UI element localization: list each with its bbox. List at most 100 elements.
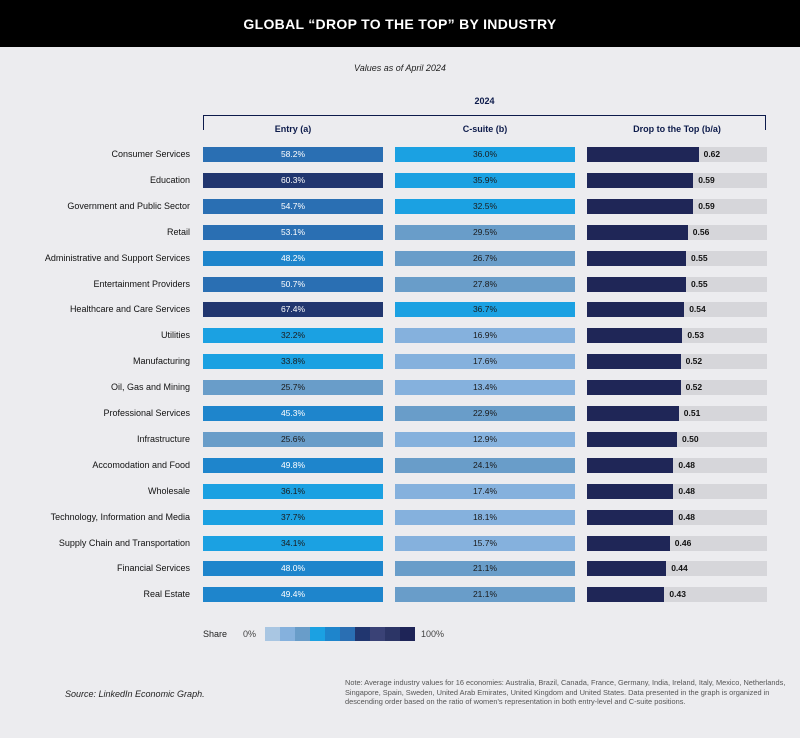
ratio-value: 0.52 (685, 356, 703, 366)
legend-swatch (265, 627, 280, 641)
ratio-value: 0.44 (671, 563, 688, 573)
entry-cell: 33.8% (203, 354, 383, 369)
legend-swatch (325, 627, 340, 641)
csuite-cell: 18.1% (395, 510, 575, 525)
ratio-value: 0.51 (683, 408, 701, 418)
csuite-cell: 21.1% (395, 561, 575, 576)
ratio-value: 0.52 (685, 382, 703, 392)
ratio-bar (587, 302, 685, 317)
row-label: Wholesale (147, 486, 190, 496)
chart-title: GLOBAL “DROP TO THE TOP” BY INDUSTRY (0, 0, 800, 47)
ratio-value: 0.62 (703, 149, 721, 159)
csuite-cell: 27.8% (395, 277, 575, 292)
ratio-bar (587, 173, 694, 188)
csuite-cell: 36.0% (395, 147, 575, 162)
chart-subtitle: Values as of April 2024 (354, 63, 446, 73)
ratio-value: 0.50 (682, 434, 699, 444)
legend-swatch (310, 627, 325, 641)
legend-swatch (295, 627, 310, 641)
row-label: Professional Services (103, 408, 190, 418)
ratio-value: 0.54 (689, 304, 706, 314)
row-label: Healthcare and Care Services (69, 304, 190, 314)
row-label: Accomodation and Food (92, 460, 190, 470)
legend-swatch (280, 627, 295, 641)
ratio-bar (587, 561, 667, 576)
ratio-bar (587, 225, 688, 240)
ratio-bar (587, 587, 665, 602)
entry-cell: 48.2% (203, 251, 383, 266)
row-label: Manufacturing (132, 356, 190, 366)
source-note: Source: LinkedIn Economic Graph. (65, 689, 205, 699)
ratio-bar (587, 458, 674, 473)
legend-min-label: 0% (243, 629, 257, 639)
column-header-entry: Entry (a) (274, 124, 312, 134)
entry-cell: 53.1% (203, 225, 383, 240)
entry-cell: 25.6% (203, 432, 383, 447)
year-bracket (203, 115, 766, 130)
legend-title: Share (203, 629, 228, 639)
ratio-value: 0.48 (678, 486, 695, 496)
ratio-bar (587, 484, 674, 499)
csuite-cell: 13.4% (395, 380, 575, 395)
ratio-bar (587, 199, 694, 214)
row-label: Infrastructure (136, 434, 190, 444)
csuite-cell: 15.7% (395, 536, 575, 551)
entry-cell: 58.2% (203, 147, 383, 162)
row-label: Education (149, 175, 190, 185)
csuite-cell: 22.9% (395, 406, 575, 421)
ratio-bar (587, 510, 674, 525)
row-label: Supply Chain and Transportation (58, 538, 190, 548)
ratio-value: 0.43 (669, 589, 686, 599)
legend-swatch (400, 627, 415, 641)
row-label: Retail (166, 227, 190, 237)
entry-cell: 45.3% (203, 406, 383, 421)
ratio-value: 0.55 (691, 279, 708, 289)
csuite-cell: 24.1% (395, 458, 575, 473)
ratio-value: 0.48 (678, 460, 695, 470)
ratio-value: 0.59 (698, 201, 715, 211)
entry-cell: 49.4% (203, 587, 383, 602)
year-heading: 2024 (474, 96, 495, 106)
ratio-bar (587, 432, 677, 447)
csuite-cell: 12.9% (395, 432, 575, 447)
csuite-cell: 32.5% (395, 199, 575, 214)
ratio-bar (587, 328, 683, 343)
ratio-value: 0.55 (691, 253, 708, 263)
ratio-bar (587, 251, 686, 266)
ratio-value: 0.53 (687, 330, 704, 340)
row-label: Oil, Gas and Mining (110, 382, 190, 392)
ratio-bar (587, 354, 681, 369)
ratio-value: 0.56 (692, 227, 710, 237)
legend-max-label: 100% (421, 629, 445, 639)
column-header-csuite: C-suite (b) (462, 124, 508, 134)
ratio-bar (587, 147, 699, 162)
entry-cell: 60.3% (203, 173, 383, 188)
row-label: Consumer Services (111, 149, 190, 159)
csuite-cell: 29.5% (395, 225, 575, 240)
entry-cell: 36.1% (203, 484, 383, 499)
entry-cell: 34.1% (203, 536, 383, 551)
row-label: Government and Public Sector (67, 201, 190, 211)
csuite-cell: 26.7% (395, 251, 575, 266)
csuite-cell: 35.9% (395, 173, 575, 188)
entry-cell: 49.8% (203, 458, 383, 473)
column-header-ratio: Drop to the Top (b/a) (633, 124, 721, 134)
entry-cell: 67.4% (203, 302, 383, 317)
row-label: Financial Services (116, 563, 190, 573)
ratio-bar (587, 277, 686, 292)
csuite-cell: 36.7% (395, 302, 575, 317)
legend-swatch (385, 627, 400, 641)
entry-cell: 54.7% (203, 199, 383, 214)
csuite-cell: 21.1% (395, 587, 575, 602)
legend-swatch (370, 627, 385, 641)
row-label: Utilities (160, 330, 190, 340)
csuite-cell: 16.9% (395, 328, 575, 343)
ratio-value: 0.59 (698, 175, 715, 185)
footnote: Note: Average industry values for 16 eco… (345, 678, 786, 706)
csuite-cell: 17.6% (395, 354, 575, 369)
row-label: Entertainment Providers (93, 279, 190, 289)
ratio-bar (587, 380, 681, 395)
entry-cell: 32.2% (203, 328, 383, 343)
legend-swatch (355, 627, 370, 641)
row-label: Real Estate (143, 589, 190, 599)
